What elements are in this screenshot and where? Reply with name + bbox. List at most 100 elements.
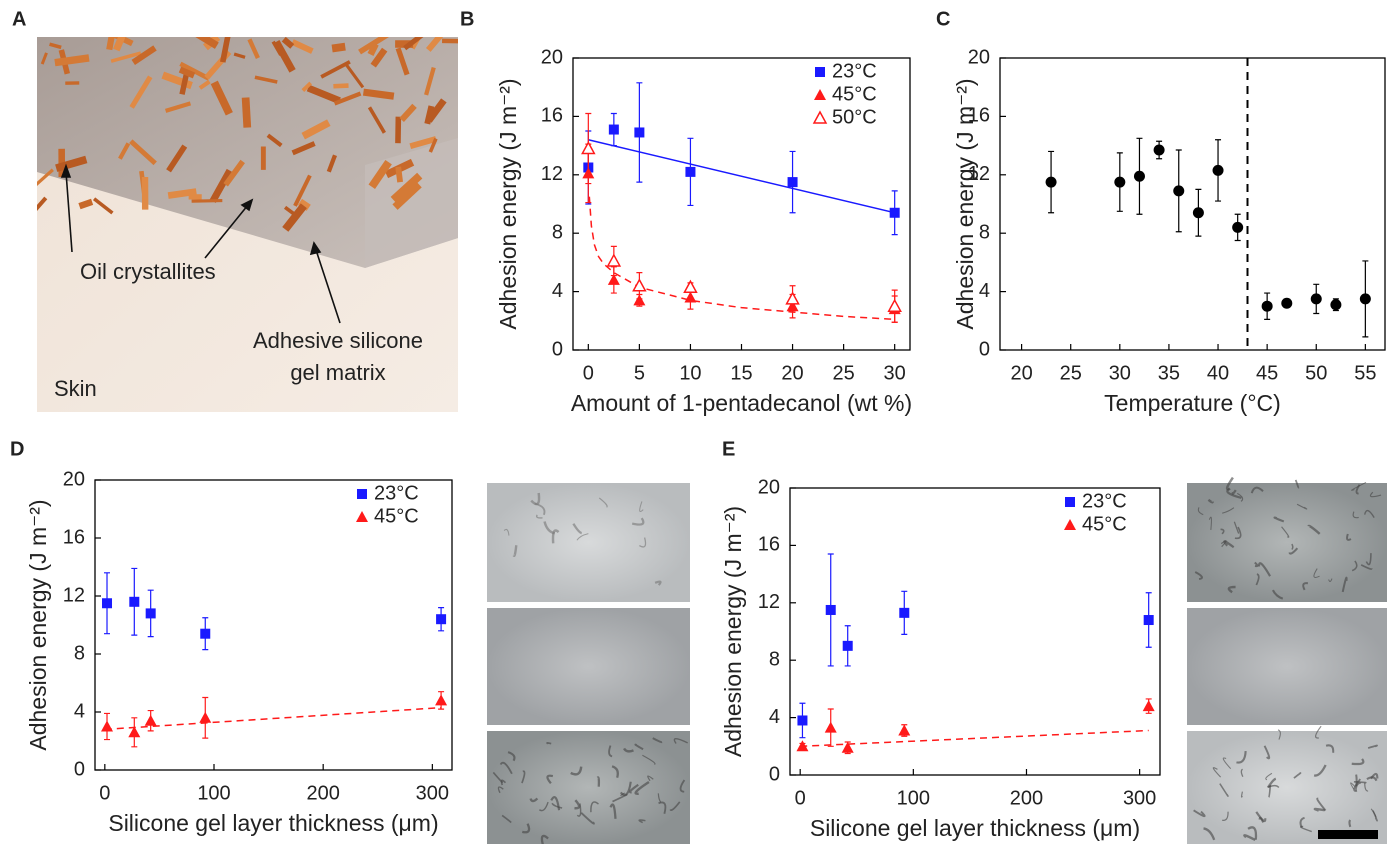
legend-marker: [356, 511, 368, 522]
crystal: [55, 155, 88, 172]
texture-stroke: [1222, 507, 1235, 514]
texture-stroke: [1203, 827, 1216, 841]
crystal: [37, 168, 54, 193]
marker: [1261, 300, 1273, 312]
y-axis-label: Adhesion energy (J m⁻²): [495, 78, 521, 329]
texture-stroke: [639, 501, 644, 512]
texture-stroke: [501, 814, 512, 824]
marker: [145, 608, 156, 619]
texture-stroke: [1372, 810, 1378, 822]
marker: [824, 721, 837, 733]
texture-stroke: [497, 786, 504, 794]
texture-stroke: [611, 765, 619, 778]
texture-stroke: [1257, 562, 1271, 577]
x-tick-label: 0: [795, 787, 806, 809]
crystal: [179, 61, 210, 81]
crystal: [179, 71, 190, 95]
texture-stroke: [1233, 521, 1240, 534]
crystal: [320, 60, 351, 79]
crystal: [266, 133, 283, 148]
arrow-head: [60, 163, 72, 178]
marker: [606, 253, 622, 267]
fit-line: [588, 196, 895, 321]
texture-stroke: [1236, 750, 1247, 764]
marker: [1212, 164, 1224, 176]
texture-stroke: [1231, 489, 1237, 495]
y-axis-label: Adhesion energy (J m⁻²): [25, 499, 51, 750]
texture-stroke: [1369, 491, 1382, 498]
y-tick-label: 0: [74, 758, 85, 780]
marker: [1114, 176, 1126, 188]
crystal: [191, 199, 223, 203]
x-tick-label: 30: [1109, 362, 1131, 384]
crystal: [49, 42, 62, 50]
plot-frame: [789, 487, 1161, 776]
illustration: Oil crystallites Adhesive silicone gel m…: [12, 8, 458, 412]
marker: [796, 740, 809, 752]
texture-stroke: [1328, 578, 1333, 583]
x-tick-label: 0: [99, 782, 110, 804]
crystal: [65, 81, 80, 85]
texture-stroke: [634, 743, 644, 751]
plot-frame: [94, 479, 453, 771]
x-tick-label: 200: [306, 782, 339, 804]
scale-bar: [1318, 830, 1378, 839]
x-tick-label: 40: [1207, 362, 1229, 384]
crystal: [78, 198, 94, 210]
legend-marker: [814, 89, 826, 100]
texture-stroke: [1263, 745, 1271, 760]
marker: [200, 628, 211, 639]
texture-stroke: [647, 775, 654, 782]
texture-stroke: [609, 803, 617, 819]
crystal: [190, 37, 219, 49]
texture-stroke: [546, 741, 552, 745]
crystal: [220, 37, 231, 63]
marker: [129, 596, 140, 607]
y-tick-label: 8: [552, 221, 563, 243]
texture-stroke: [1353, 781, 1367, 784]
texture-stroke: [1360, 564, 1373, 570]
legend-marker: [1064, 519, 1076, 530]
texture-stroke: [1341, 576, 1348, 593]
crystal: [395, 166, 404, 183]
crystal: [424, 105, 435, 125]
crystal: [367, 42, 379, 56]
micrograph: [487, 731, 690, 844]
texture-stroke: [1194, 571, 1203, 581]
texture-stroke: [622, 747, 634, 753]
y-tick-label: 4: [74, 700, 85, 722]
crystal: [106, 37, 116, 51]
x-axis-label: Silicone gel layer thickness (μm): [108, 810, 438, 836]
texture-stroke: [1365, 553, 1372, 566]
crystal: [247, 38, 260, 59]
y-tick-label: 16: [968, 105, 990, 127]
texture-stroke: [628, 783, 639, 794]
marker: [102, 598, 113, 609]
texture-stroke: [1268, 785, 1272, 798]
x-tick-label: 300: [1123, 787, 1156, 809]
fit-line: [104, 706, 442, 731]
texture-stroke: [521, 770, 526, 784]
y-tick-label: 4: [769, 706, 780, 728]
crystal: [260, 146, 266, 170]
fit-line: [800, 729, 1149, 748]
y-tick-label: 20: [541, 46, 563, 68]
crystal: [368, 159, 392, 189]
marker: [787, 177, 798, 188]
texture-stroke: [1350, 782, 1356, 790]
marker: [101, 720, 114, 732]
crystal: [291, 141, 316, 156]
texture-stroke: [535, 514, 543, 519]
marker: [1143, 615, 1154, 626]
legend-label: 45°C: [374, 505, 419, 527]
x-tick-label: 25: [1060, 362, 1082, 384]
texture-stroke: [639, 537, 647, 548]
crystal: [110, 51, 142, 63]
texture-stroke: [1255, 573, 1260, 586]
marker: [684, 291, 697, 303]
y-tick-label: 8: [769, 648, 780, 670]
y-tick-label: 12: [758, 591, 780, 613]
